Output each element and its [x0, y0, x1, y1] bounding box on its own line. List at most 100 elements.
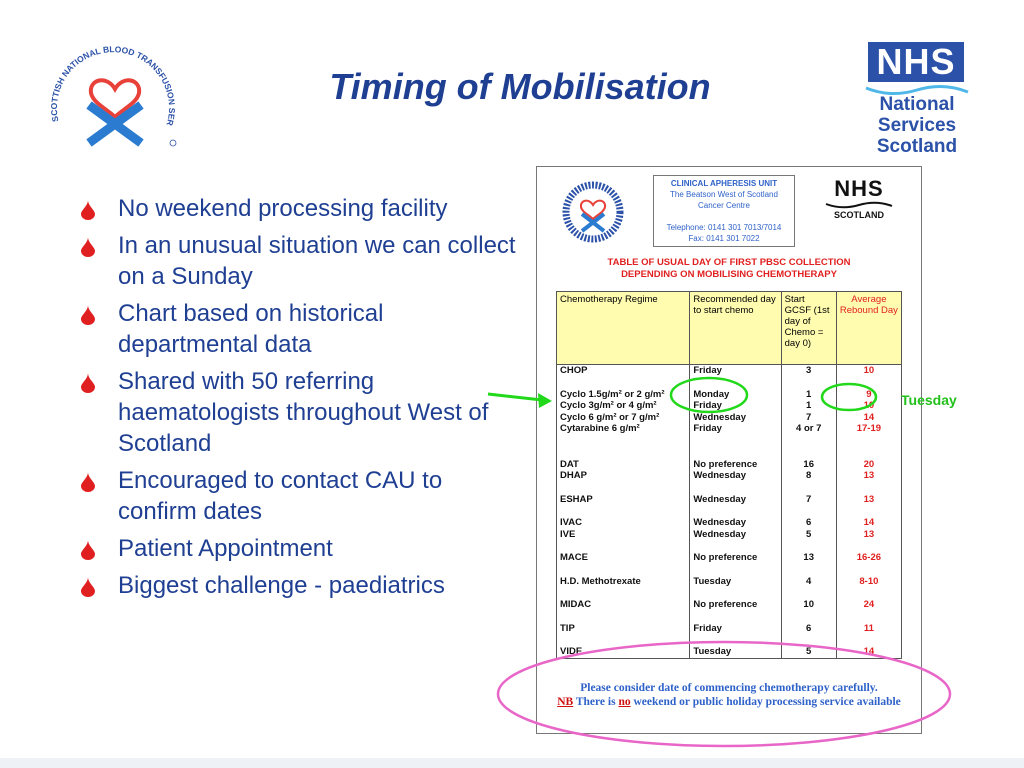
slide-title: Timing of Mobilisation [329, 66, 711, 107]
table-spacer [555, 505, 903, 517]
table-row: TIP Friday 6 11 [555, 622, 903, 634]
bullet-drop-icon [81, 237, 95, 257]
cau-phone: Telephone: 0141 301 7013/7014 [666, 223, 782, 232]
header-rebound: Average Rebound Day [835, 291, 903, 365]
table-row: MIDAC No preference 10 24 [555, 599, 903, 611]
bullet-drop-icon [81, 373, 95, 393]
table-row: VIDE Tuesday 5 14 [555, 646, 903, 659]
embedded-document: CLINICAL APHERESIS UNIT The Beatson West… [536, 166, 922, 734]
note-line-1: Please consider date of commencing chemo… [580, 682, 878, 694]
cell-day: Friday [689, 622, 782, 634]
cell-gcsf: 1 [780, 400, 837, 412]
doc-nhs-mark: NHS [834, 176, 884, 201]
cell-regime: DHAP [555, 470, 691, 482]
table-spacer [555, 587, 903, 599]
cau-contact-box: CLINICAL APHERESIS UNIT The Beatson West… [653, 175, 795, 247]
table-spacer [555, 610, 903, 623]
snbts-logo-icon: SCOTTISH NATIONAL BLOOD TRANSFUSION SERV… [42, 37, 185, 155]
note-text-1: There is [573, 696, 619, 708]
table-row: DHAP Wednesday 8 13 [555, 470, 903, 482]
cell-gcsf: 3 [780, 364, 837, 377]
cell-day: Wednesday [689, 517, 782, 529]
cell-day: No preference [689, 599, 782, 611]
table-row: IVE Wednesday 5 13 [555, 528, 903, 540]
cell-regime: Cytarabine 6 g/m² [555, 423, 691, 435]
cell-rebound: 10 [835, 364, 903, 377]
cell-rebound: 16-26 [835, 552, 903, 564]
cell-gcsf: 4 or 7 [780, 423, 837, 435]
doc-heading: TABLE OF USUAL DAY OF FIRST PBSC COLLECT… [537, 257, 921, 281]
bullet-text: In an unusual situation we can collect o… [118, 232, 516, 290]
cell-day: No preference [689, 552, 782, 564]
doc-heading-line-1: TABLE OF USUAL DAY OF FIRST PBSC COLLECT… [607, 257, 851, 268]
cell-day: Friday [689, 400, 782, 412]
bullet-text: No weekend processing facility [118, 195, 448, 222]
cell-gcsf: 1 [780, 388, 837, 400]
cell-gcsf: 6 [780, 622, 837, 634]
cell-gcsf: 8 [780, 470, 837, 482]
table-row: Cyclo 1.5g/m² or 2 g/m² Monday 1 9 [555, 388, 903, 400]
cau-line-1: The Beatson West of Scotland [670, 190, 778, 199]
cell-day: Friday [689, 364, 782, 377]
cell-gcsf: 10 [780, 599, 837, 611]
cau-fax: Fax: 0141 301 7022 [688, 234, 760, 243]
doc-nhs-wave-icon [825, 201, 893, 209]
table-spacer [555, 540, 903, 552]
bullet-list: No weekend processing facility In an unu… [80, 193, 520, 607]
nhs-line-1: National [879, 94, 955, 115]
cell-regime: Cyclo 1.5g/m² or 2 g/m² [555, 388, 691, 400]
cell-rebound: 13 [835, 493, 903, 505]
cell-rebound: 11 [835, 622, 903, 634]
cau-line-2: Cancer Centre [697, 201, 751, 210]
note-line-2: NB There is no weekend or public holiday… [545, 695, 913, 709]
cell-regime: H.D. Methotrexate [555, 575, 691, 587]
bullet-item: Encouraged to contact CAU to confirm dat… [80, 465, 520, 527]
header-gcsf: Start GCSF (1st day of Chemo = day 0) [780, 291, 837, 365]
bullet-text: Biggest challenge - paediatrics [118, 572, 445, 599]
cell-gcsf: 6 [780, 517, 837, 529]
table-row: H.D. Methotrexate Tuesday 4 8-10 [555, 575, 903, 587]
cell-day: Monday [689, 388, 782, 400]
cell-regime: ESHAP [555, 493, 691, 505]
cell-rebound: 20 [835, 458, 903, 470]
regime-table: Chemotherapy Regime Recommended day to s… [555, 291, 903, 659]
nhs-mark: NHS [868, 42, 964, 82]
cell-gcsf: 16 [780, 458, 837, 470]
table-row: CHOP Friday 3 10 [555, 364, 903, 377]
cell-rebound: 10 [835, 400, 903, 412]
header-regime: Chemotherapy Regime [555, 291, 691, 365]
cell-gcsf: 13 [780, 552, 837, 564]
cell-gcsf: 7 [780, 411, 837, 423]
cell-rebound: 14 [835, 411, 903, 423]
note-text-2: weekend or public holiday processing ser… [630, 696, 901, 708]
bullet-drop-icon [81, 200, 95, 220]
cell-rebound: 24 [835, 599, 903, 611]
cell-day: No preference [689, 458, 782, 470]
cell-regime: Cyclo 6 g/m² or 7 g/m² [555, 411, 691, 423]
note-nb: NB [557, 696, 574, 708]
bullet-drop-icon [81, 577, 95, 597]
bullet-text: Patient Appointment [118, 535, 333, 562]
doc-note: Please consider date of commencing chemo… [545, 681, 913, 709]
bullet-text: Shared with 50 referring haematologists … [118, 368, 489, 457]
table-row: MACE No preference 13 16-26 [555, 552, 903, 564]
cell-day: Tuesday [689, 575, 782, 587]
cell-day: Wednesday [689, 470, 782, 482]
cell-regime: MACE [555, 552, 691, 564]
cell-rebound: 13 [835, 470, 903, 482]
table-spacer [555, 481, 903, 494]
cell-rebound: 9 [835, 388, 903, 400]
cell-rebound: 14 [835, 517, 903, 529]
cell-rebound: 14 [835, 646, 903, 659]
table-spacer [555, 434, 903, 447]
bullet-item: In an unusual situation we can collect o… [80, 230, 520, 292]
table-row: ESHAP Wednesday 7 13 [555, 493, 903, 505]
bullet-item: Chart based on historical departmental d… [80, 298, 520, 360]
cell-rebound: 8-10 [835, 575, 903, 587]
doc-nhs-region: SCOTLAND [834, 210, 884, 220]
cell-day: Tuesday [689, 646, 782, 659]
bullet-item: Biggest challenge - paediatrics [80, 570, 520, 601]
bullet-item: No weekend processing facility [80, 193, 520, 224]
cell-regime: IVE [555, 528, 691, 540]
nhs-line-3: Scotland [876, 136, 958, 157]
